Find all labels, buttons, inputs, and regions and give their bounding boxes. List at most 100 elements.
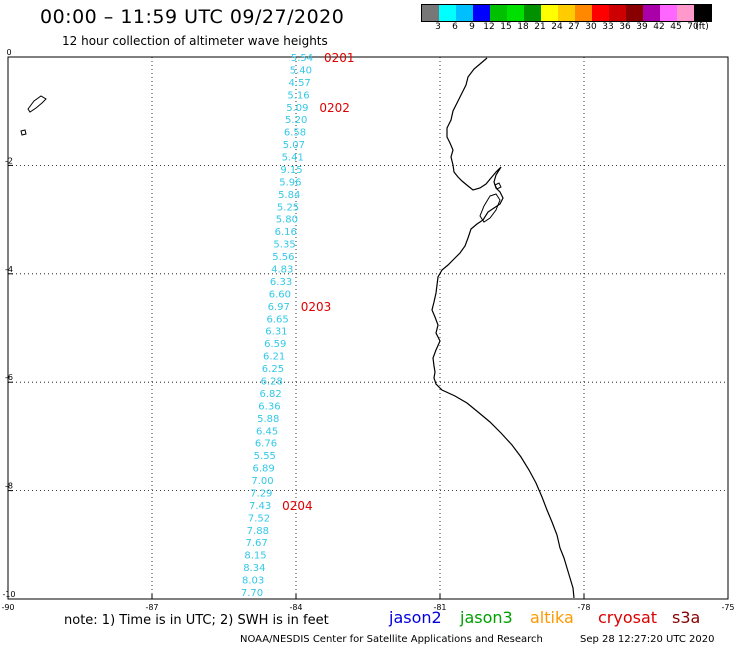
map-title: 00:00 – 11:59 UTC 09/27/2020 <box>40 6 345 28</box>
wave-height-label: 6.36 <box>258 401 280 412</box>
time-label: 0203 <box>301 300 332 314</box>
colorbar-label: 18 <box>517 22 529 32</box>
lon-tick-label: -87 <box>145 603 158 612</box>
lat-tick-label: 0 <box>6 48 11 57</box>
axis-ticks: -90 -87 -84 -81 -78 -75 0 -2 -4 -6 -8 -10 <box>1 48 734 612</box>
colorbar-label: 6 <box>452 22 458 32</box>
wave-height-label: 7.29 <box>250 488 272 499</box>
lon-tick-label: -75 <box>721 603 734 612</box>
coastline-gulf-island <box>479 193 501 223</box>
wave-height-label: 6.60 <box>269 289 291 300</box>
wave-height-label: 5.55 <box>254 451 276 462</box>
wave-height-label: 6.25 <box>262 364 284 375</box>
lat-tick-label: -6 <box>5 373 13 382</box>
wave-height-label: 8.15 <box>244 551 266 562</box>
colorbar-swatch <box>524 5 541 21</box>
colorbar-label: 12 <box>483 22 495 32</box>
island-galapagos-large <box>27 95 47 113</box>
wave-height-label: 7.67 <box>246 538 268 549</box>
wave-height-label: 6.76 <box>255 439 277 450</box>
colorbar-label: 33 <box>602 22 614 32</box>
colorbar-swatch <box>592 5 609 21</box>
wave-height-label: 5.09 <box>286 103 308 114</box>
coastline <box>20 57 575 599</box>
wave-height-label: 5.20 <box>285 115 307 126</box>
wave-height-label: 6.33 <box>270 277 292 288</box>
wave-height-label: 5.80 <box>276 215 298 226</box>
wave-height-label: 5.40 <box>290 65 312 76</box>
colorbar-swatch <box>626 5 643 21</box>
wave-height-label: 8.34 <box>243 563 265 574</box>
colorbar-label: (ft) <box>695 22 709 32</box>
wave-height-label: 5.35 <box>273 240 295 251</box>
mission-altika: altika <box>530 608 574 627</box>
lat-tick-label: -2 <box>5 156 13 165</box>
lon-tick-label: -90 <box>1 603 14 612</box>
colorbar-label: 45 <box>670 22 682 32</box>
wave-height-label: 5.07 <box>283 140 305 151</box>
mission-s3a: s3a <box>672 608 701 627</box>
wave-height-label: 6.89 <box>252 464 274 475</box>
colorbar-label: 70 <box>687 22 699 32</box>
island-galapagos-small <box>20 129 27 136</box>
wave-height-label: 5.56 <box>272 252 294 263</box>
mission-jason2: jason2 <box>389 608 442 627</box>
altimeter-track: 5.545.40 4.575.16 5.095.20 6.585.07 5.419.15… <box>241 53 313 599</box>
colorbar-swatch <box>694 5 711 21</box>
wave-height-label: 7.88 <box>247 526 269 537</box>
wave-height-label: 5.88 <box>257 414 279 425</box>
wave-height-label: 6.31 <box>265 327 287 338</box>
wave-height-label: 7.70 <box>241 588 263 599</box>
wave-height-label: 6.21 <box>263 352 285 363</box>
wave-height-label: 6.65 <box>266 314 288 325</box>
colorbar-swatch <box>677 5 694 21</box>
time-label: 0204 <box>282 499 313 513</box>
colorbar-label: 21 <box>534 22 546 32</box>
wave-height-label: 6.45 <box>256 426 278 437</box>
wave-height-label: 7.43 <box>249 501 271 512</box>
wave-height-label: 6.97 <box>268 302 290 313</box>
map-subtitle: 12 hour collection of altimeter wave hei… <box>62 34 328 48</box>
wave-height-label: 8.03 <box>242 576 264 587</box>
wave-height-label: 5.54 <box>291 53 313 64</box>
wave-height-label: 6.59 <box>264 339 286 350</box>
island-isla-de-la-plata <box>494 182 502 190</box>
mission-cryosat: cryosat <box>598 608 658 627</box>
colorbar-swatch <box>439 5 456 21</box>
wave-height-label: 4.57 <box>289 78 311 89</box>
colorbar <box>421 4 712 22</box>
wave-height-label: 6.82 <box>259 389 281 400</box>
colorbar-swatch <box>507 5 524 21</box>
colorbar-label: 42 <box>653 22 665 32</box>
wave-height-label: 6.16 <box>275 227 297 238</box>
colorbar-label: 39 <box>636 22 648 32</box>
footer-note: note: 1) Time is in UTC; 2) SWH is in fe… <box>64 613 329 628</box>
lat-tick-label: -8 <box>5 482 13 491</box>
colorbar-label: 24 <box>551 22 563 32</box>
mission-jason3: jason3 <box>460 608 513 627</box>
map-frame <box>7 56 729 600</box>
colorbar-swatch <box>609 5 626 21</box>
timestamp-text: Sep 28 12:27:20 UTC 2020 <box>580 634 715 645</box>
colorbar-label: 15 <box>500 22 512 32</box>
colorbar-label: 30 <box>585 22 597 32</box>
colorbar-swatch <box>541 5 558 21</box>
coastline-mainland <box>431 57 575 599</box>
time-labels: 0201 0202 0203 0204 <box>282 51 354 513</box>
lon-tick-label: -84 <box>289 603 302 612</box>
credit-text: NOAA/NESDIS Center for Satellite Applica… <box>240 634 543 645</box>
grid-lines <box>7 56 729 600</box>
lon-tick-label: -81 <box>433 603 446 612</box>
wave-height-label: 9.15 <box>280 165 302 176</box>
colorbar-swatch <box>422 5 439 21</box>
colorbar-swatch <box>660 5 677 21</box>
wave-height-label: 6.28 <box>261 376 283 387</box>
wave-height-label: 5.96 <box>279 177 301 188</box>
colorbar-swatch <box>473 5 490 21</box>
wave-height-label: 7.00 <box>251 476 273 487</box>
wave-height-label: 5.16 <box>287 90 309 101</box>
colorbar-swatch <box>643 5 660 21</box>
time-label: 0201 <box>324 51 355 65</box>
colorbar-label: 9 <box>469 22 475 32</box>
